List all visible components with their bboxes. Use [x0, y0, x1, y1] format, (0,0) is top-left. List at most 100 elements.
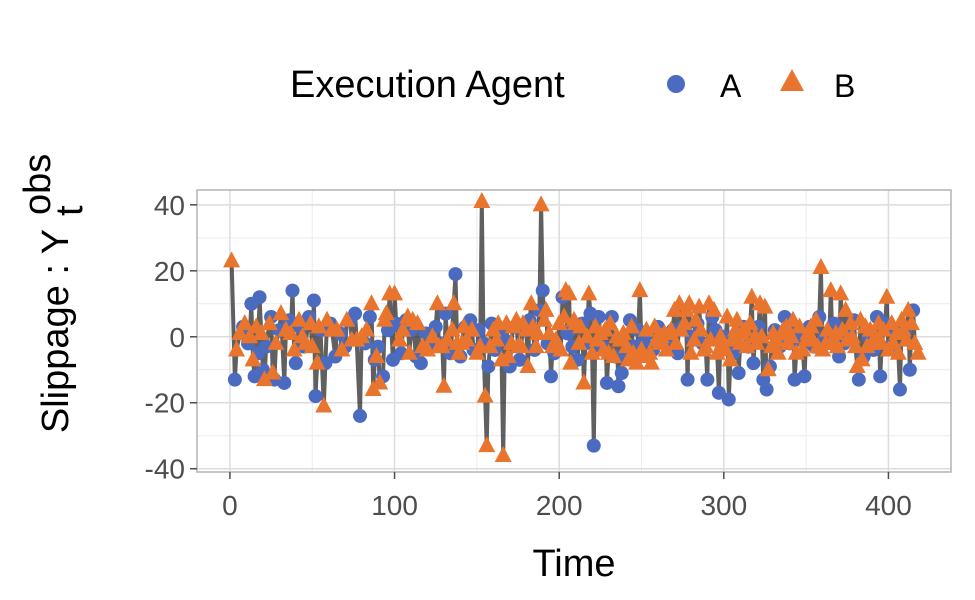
legend: Execution Agent A B [290, 64, 855, 106]
point-b [386, 284, 404, 301]
point-b [499, 347, 517, 364]
point-a [599, 375, 614, 390]
point-a [797, 369, 812, 384]
point-b [435, 376, 453, 393]
point-b [902, 314, 920, 331]
point-b [290, 310, 308, 327]
point-b [853, 350, 871, 367]
legend-label-b: B [834, 68, 855, 104]
point-a [227, 372, 242, 387]
point-b [889, 343, 907, 360]
x-tick-label: 0 [222, 490, 238, 521]
point-b [791, 317, 809, 334]
point-b [428, 294, 446, 311]
point-a [892, 382, 907, 397]
point-b [605, 347, 623, 364]
point-a [759, 382, 774, 397]
point-b [236, 314, 254, 331]
y-axis-title-sub: t [49, 205, 91, 216]
point-b [828, 337, 846, 354]
point-b [721, 350, 739, 367]
point-b [223, 251, 241, 268]
point-a [543, 369, 558, 384]
legend-marker-a [667, 75, 685, 93]
point-a [902, 362, 917, 377]
y-tick-label: -40 [145, 454, 185, 485]
point-b [328, 320, 346, 337]
point-b [494, 446, 512, 463]
point-b [646, 317, 664, 334]
point-b [657, 340, 675, 357]
point-a [371, 339, 386, 354]
point-b [601, 314, 619, 331]
point-b [527, 337, 545, 354]
point-b [371, 373, 389, 390]
point-a [614, 366, 629, 381]
point-b [445, 294, 463, 311]
point-b [377, 304, 395, 321]
point-b [562, 353, 580, 370]
y-tick-label: 0 [169, 322, 185, 353]
point-b [310, 317, 328, 334]
point-b [837, 300, 855, 317]
point-b [875, 320, 893, 337]
x-axis-title: Time [532, 543, 615, 585]
point-b [338, 310, 356, 327]
legend-title: Execution Agent [290, 64, 565, 106]
point-b [832, 284, 850, 301]
point-b [285, 340, 303, 357]
point-b [458, 330, 476, 347]
x-tick-label: 400 [865, 490, 912, 521]
point-b [794, 340, 812, 357]
point-a [731, 366, 746, 381]
point-b [231, 323, 249, 340]
point-b [267, 333, 285, 350]
point-a [873, 369, 888, 384]
point-b [473, 192, 491, 209]
point-b [272, 304, 290, 321]
point-a [586, 438, 601, 453]
point-a [746, 356, 761, 371]
point-b [572, 317, 590, 334]
point-a [711, 385, 726, 400]
point-a [285, 283, 300, 298]
plot-panel [196, 189, 952, 473]
point-b [555, 307, 573, 324]
point-b [512, 337, 530, 354]
point-a [306, 293, 321, 308]
point-a [362, 309, 377, 324]
point-b [252, 323, 270, 340]
y-axis: -40 -20 0 20 40 [145, 190, 197, 485]
point-b [623, 317, 641, 334]
point-a [259, 339, 274, 354]
point-b [756, 297, 774, 314]
point-b [423, 327, 441, 344]
point-b [899, 300, 917, 317]
point-a [252, 290, 267, 305]
point-a [348, 306, 363, 321]
point-b [812, 258, 830, 275]
point-a [851, 372, 866, 387]
point-b [519, 356, 537, 373]
legend-marker-b [780, 69, 804, 91]
point-b [580, 284, 598, 301]
point-b [759, 360, 777, 377]
point-b [728, 310, 746, 327]
series-b-points [223, 192, 927, 463]
point-b [769, 343, 787, 360]
y-axis-title-sup: obs [17, 154, 59, 215]
point-b [692, 320, 710, 337]
point-b [682, 343, 700, 360]
point-b [255, 370, 273, 387]
point-b [680, 294, 698, 311]
point-b [367, 347, 385, 364]
point-a [288, 356, 303, 371]
point-b [488, 330, 506, 347]
point-b [228, 340, 246, 357]
panel-border [196, 189, 952, 473]
point-b [522, 294, 540, 311]
point-b [847, 337, 865, 354]
point-b [705, 300, 723, 317]
point-b [667, 333, 685, 350]
point-b [363, 294, 381, 311]
